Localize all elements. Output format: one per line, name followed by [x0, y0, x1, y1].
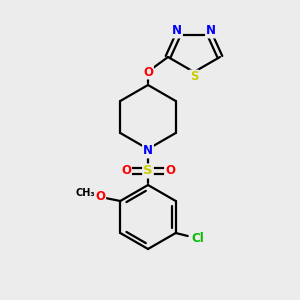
- Text: O: O: [121, 164, 131, 178]
- Text: CH₃: CH₃: [76, 188, 95, 198]
- Text: N: N: [206, 25, 216, 38]
- Text: O: O: [143, 65, 153, 79]
- Text: N: N: [172, 25, 182, 38]
- Text: S: S: [143, 164, 153, 178]
- Text: Cl: Cl: [191, 232, 204, 244]
- Text: S: S: [190, 70, 198, 83]
- Text: O: O: [165, 164, 175, 178]
- Text: N: N: [143, 145, 153, 158]
- Text: O: O: [95, 190, 105, 202]
